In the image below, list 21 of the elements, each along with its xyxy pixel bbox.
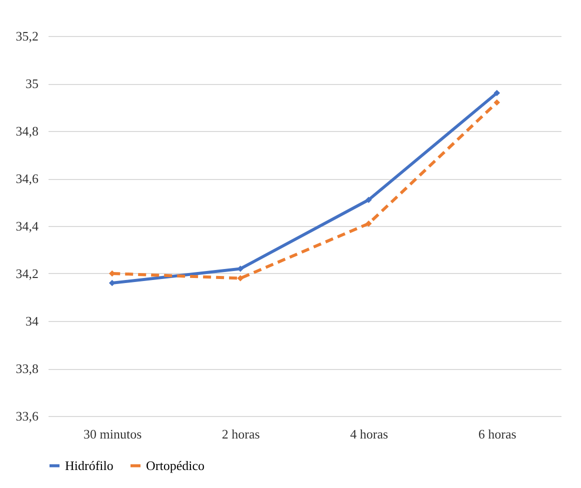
y-tick-label: 35,2: [16, 28, 38, 44]
y-tick-label: 33,8: [16, 361, 38, 376]
legend-label: Ortopédico: [146, 458, 204, 473]
y-tick-label: 34,4: [16, 218, 39, 234]
y-tick-label: 34: [26, 314, 39, 328]
point: [494, 90, 500, 96]
x-tick-label: 6 horas: [478, 426, 516, 442]
point: [365, 220, 372, 227]
y-tick-label: 34,8: [16, 124, 38, 138]
legend-label: Hidrófilo: [65, 458, 114, 473]
x-tick-label: 4 horas: [350, 426, 388, 442]
y-tick-label: 33,6: [16, 408, 39, 424]
point: [365, 196, 372, 204]
x-tick-label: 30 minutos: [84, 426, 142, 442]
y-tick-label: 34,6: [16, 171, 39, 186]
x-tick-label: 2 horas: [222, 426, 260, 442]
point: [237, 275, 244, 282]
y-tick-label: 34,2: [16, 266, 38, 281]
point: [494, 99, 500, 106]
point: [108, 280, 116, 286]
y-tick-label: 35: [26, 76, 38, 91]
